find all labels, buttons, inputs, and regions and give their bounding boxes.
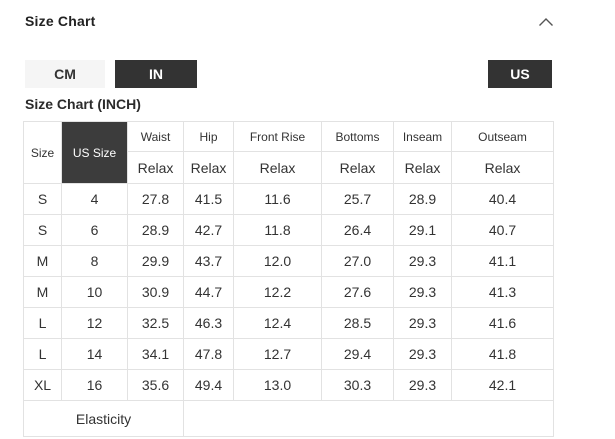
front-rise-cell: 12.2 (233, 276, 322, 308)
fit-cell: Relax (183, 151, 234, 184)
hip-cell: 46.3 (183, 307, 234, 339)
front-rise-cell: 11.8 (233, 214, 322, 246)
size-cell: XL (23, 369, 62, 401)
page-title: Size Chart (25, 13, 96, 29)
size-cell: S (23, 214, 62, 246)
size-cell: M (23, 245, 62, 277)
fit-cell: Relax (321, 151, 394, 184)
table-row: M 8 29.9 43.7 12.0 27.0 29.3 41.1 (23, 245, 554, 277)
outseam-cell: 41.1 (451, 245, 554, 277)
panel-header: Size Chart (0, 0, 615, 30)
hip-cell: 44.7 (183, 276, 234, 308)
unit-in-button[interactable]: IN (115, 60, 197, 88)
waist-cell: 35.6 (127, 369, 184, 401)
us-size-cell: 16 (61, 369, 128, 401)
bottoms-cell: 28.5 (321, 307, 394, 339)
column-header-outseam: Outseam (451, 121, 554, 152)
hip-cell: 42.7 (183, 214, 234, 246)
inseam-cell: 29.3 (393, 276, 452, 308)
table-subtitle: Size Chart (INCH) (25, 96, 141, 112)
table-row: S 4 27.8 41.5 11.6 25.7 28.9 40.4 (23, 183, 554, 215)
us-size-cell: 4 (61, 183, 128, 215)
hip-cell: 41.5 (183, 183, 234, 215)
column-header-front-rise: Front Rise (233, 121, 322, 152)
size-cell: L (23, 307, 62, 339)
table-row: S 6 28.9 42.7 11.8 26.4 29.1 40.7 (23, 214, 554, 246)
front-rise-cell: 12.7 (233, 338, 322, 370)
waist-cell: 32.5 (127, 307, 184, 339)
fit-cell: Relax (233, 151, 322, 184)
waist-cell: 27.8 (127, 183, 184, 215)
waist-cell: 28.9 (127, 214, 184, 246)
outseam-cell: 41.6 (451, 307, 554, 339)
inseam-cell: 29.3 (393, 338, 452, 370)
inseam-cell: 29.3 (393, 245, 452, 277)
bottoms-cell: 26.4 (321, 214, 394, 246)
us-size-cell: 14 (61, 338, 128, 370)
size-cell: S (23, 183, 62, 215)
outseam-cell: 42.1 (451, 369, 554, 401)
inseam-cell: 28.9 (393, 183, 452, 215)
front-rise-cell: 12.4 (233, 307, 322, 339)
outseam-cell: 40.7 (451, 214, 554, 246)
inseam-cell: 29.3 (393, 369, 452, 401)
us-size-cell: 8 (61, 245, 128, 277)
column-header-us-size: US Size (61, 121, 128, 184)
table-row: L 14 34.1 47.8 12.7 29.4 29.3 41.8 (23, 338, 554, 370)
size-cell: L (23, 338, 62, 370)
elasticity-value-cell (183, 400, 554, 437)
collapse-toggle-button[interactable] (538, 15, 554, 29)
table-row: M 10 30.9 44.7 12.2 27.6 29.3 41.3 (23, 276, 554, 308)
outseam-cell: 41.8 (451, 338, 554, 370)
table-row: XL 16 35.6 49.4 13.0 30.3 29.3 42.1 (23, 369, 554, 401)
unit-cm-button[interactable]: CM (25, 60, 105, 88)
waist-cell: 34.1 (127, 338, 184, 370)
fit-cell: Relax (451, 151, 554, 184)
bottoms-cell: 27.6 (321, 276, 394, 308)
column-header-bottoms: Bottoms (321, 121, 394, 152)
waist-cell: 30.9 (127, 276, 184, 308)
outseam-cell: 40.4 (451, 183, 554, 215)
fit-cell: Relax (393, 151, 452, 184)
bottoms-cell: 29.4 (321, 338, 394, 370)
front-rise-cell: 12.0 (233, 245, 322, 277)
inseam-cell: 29.1 (393, 214, 452, 246)
front-rise-cell: 13.0 (233, 369, 322, 401)
bottoms-cell: 30.3 (321, 369, 394, 401)
fit-cell: Relax (127, 151, 184, 184)
hip-cell: 47.8 (183, 338, 234, 370)
table-header-row: Size US Size Waist Hip Front Rise Bottom… (23, 121, 554, 184)
us-size-cell: 12 (61, 307, 128, 339)
us-size-cell: 10 (61, 276, 128, 308)
inseam-cell: 29.3 (393, 307, 452, 339)
waist-cell: 29.9 (127, 245, 184, 277)
size-chart-table: Size US Size Waist Hip Front Rise Bottom… (23, 121, 554, 437)
elasticity-row: Elasticity (23, 400, 554, 437)
bottoms-cell: 25.7 (321, 183, 394, 215)
front-rise-cell: 11.6 (233, 183, 322, 215)
size-cell: M (23, 276, 62, 308)
table-row: L 12 32.5 46.3 12.4 28.5 29.3 41.6 (23, 307, 554, 339)
outseam-cell: 41.3 (451, 276, 554, 308)
column-header-hip: Hip (183, 121, 234, 152)
bottoms-cell: 27.0 (321, 245, 394, 277)
fit-type-row: Relax Relax Relax Relax Relax Relax (24, 151, 554, 184)
elasticity-label-cell: Elasticity (23, 400, 184, 437)
unit-toggle-row: CM IN US (25, 60, 552, 88)
hip-cell: 49.4 (183, 369, 234, 401)
column-header-inseam: Inseam (393, 121, 452, 152)
column-header-waist: Waist (127, 121, 184, 152)
region-us-button[interactable]: US (488, 60, 552, 88)
chevron-up-icon (538, 17, 554, 27)
us-size-cell: 6 (61, 214, 128, 246)
hip-cell: 43.7 (183, 245, 234, 277)
column-header-size: Size (23, 121, 62, 184)
